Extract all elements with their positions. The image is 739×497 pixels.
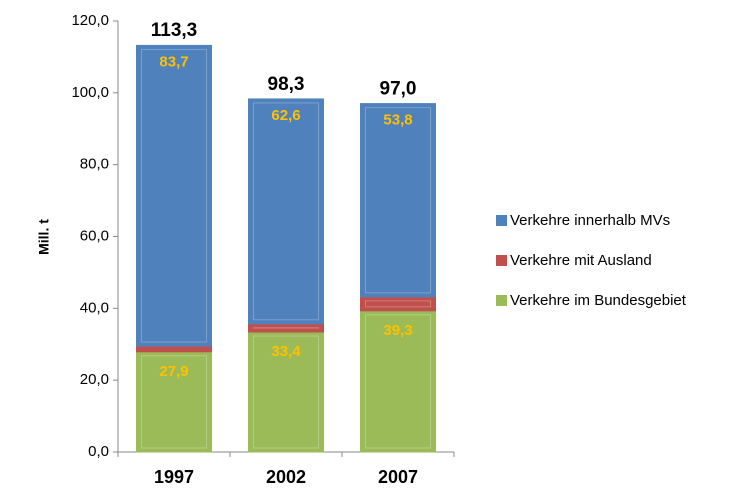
bar-shade <box>136 346 212 352</box>
value-label: 33,4 <box>271 343 301 360</box>
bar-shade <box>360 103 436 297</box>
legend-label: Verkehre im Bundesgebiet <box>510 292 687 309</box>
bar-shade <box>136 351 212 452</box>
value-label: 27,9 <box>159 363 188 380</box>
bar-shade <box>248 332 324 452</box>
legend-label: Verkehre mit Ausland <box>510 252 652 269</box>
value-label: 53,8 <box>383 112 412 129</box>
x-tick-label: 2007 <box>378 467 418 487</box>
y-tick-label: 120,0 <box>71 12 109 29</box>
value-label: 39,3 <box>383 322 412 339</box>
bar-edge <box>253 102 319 321</box>
y-tick-label: 0,0 <box>88 443 109 460</box>
legend-label: Verkehre innerhalb MVs <box>510 212 670 229</box>
value-label: 62,6 <box>271 107 300 124</box>
bar-edge <box>365 314 431 449</box>
bar-shade <box>360 310 436 452</box>
bar-shade <box>360 296 436 311</box>
x-tick-label: 1997 <box>154 467 194 487</box>
x-tick-label: 2002 <box>266 467 306 487</box>
total-label: 113,3 <box>151 20 198 41</box>
bar-shade <box>248 98 324 324</box>
y-tick-label: 60,0 <box>80 227 109 244</box>
bar-shade <box>136 45 212 347</box>
value-label: 83,7 <box>159 53 188 70</box>
legend-swatch <box>496 295 507 306</box>
y-axis-label: Mill. t <box>36 219 52 255</box>
bar-edge <box>365 107 431 294</box>
bar-edge <box>141 355 207 449</box>
legend-swatch <box>496 255 507 266</box>
bar-shade <box>248 323 324 333</box>
bar-edge <box>365 300 431 308</box>
y-tick-label: 80,0 <box>80 156 109 173</box>
legend-swatch <box>496 215 507 226</box>
y-tick-label: 20,0 <box>80 371 109 388</box>
bar-edge <box>141 48 207 343</box>
bar-edge <box>253 335 319 449</box>
total-label: 97,0 <box>380 79 417 100</box>
y-tick-label: 100,0 <box>71 84 109 101</box>
y-tick-label: 40,0 <box>80 299 109 316</box>
total-label: 98,3 <box>268 74 305 95</box>
